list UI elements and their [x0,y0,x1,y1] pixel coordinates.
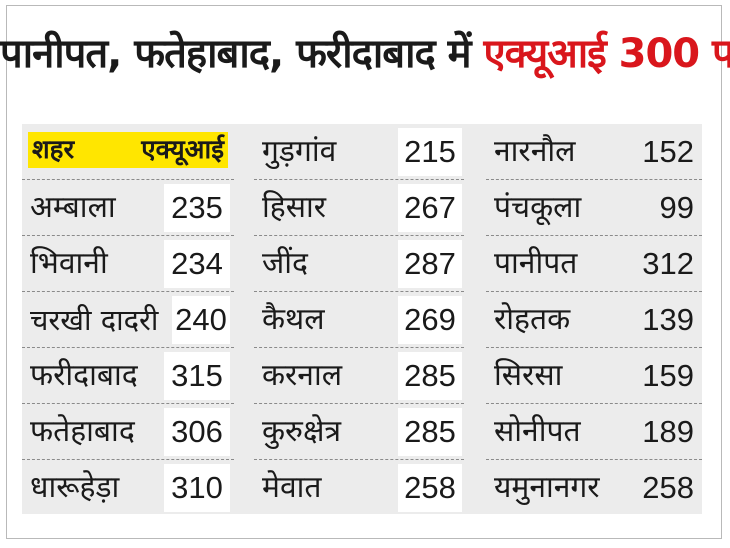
city-name: हिसार [262,190,327,225]
aqi-value: 152 [642,134,694,169]
table-row: मेवात 258 [254,460,464,516]
table-row: पंचकूला 99 [486,180,702,236]
city-name: अम्बाला [30,190,116,225]
headline-prefix: पानीपत, फतेहाबाद, फरीदाबाद में [0,31,472,77]
headline-highlight: एक्यूआई 300 पार [483,31,730,77]
city-name: फतेहाबाद [30,414,135,449]
aqi-value: 215 [398,128,462,176]
city-name: पंचकूला [494,190,582,225]
aqi-value: 240 [172,296,230,344]
aqi-value: 159 [642,358,694,393]
city-name: फरीदाबाद [30,358,138,393]
table-row: गुड़गांव 215 [254,124,464,180]
aqi-value: 258 [398,464,462,512]
table-row: कुरुक्षेत्र 285 [254,404,464,460]
header-city-label: शहर [32,135,75,165]
header-aqi-label: एक्यूआई [141,135,224,165]
table-row: सिरसा 159 [486,348,702,404]
aqi-value: 139 [642,302,694,337]
table-header-row: शहर एक्यूआई [22,124,234,180]
aqi-value: 310 [164,464,230,512]
table-row: फरीदाबाद 315 [22,348,234,404]
aqi-value: 99 [659,190,694,225]
table-column-3: नारनौल 152 पंचकूला 99 पानीपत 312 रोहतक 1… [486,124,702,516]
table-row: धारूहेड़ा 310 [22,460,234,516]
city-name: करनाल [262,358,343,393]
header-band: शहर एक्यूआई [28,132,228,168]
city-name: पानीपत [494,246,578,281]
table-row: फतेहाबाद 306 [22,404,234,460]
city-name: भिवानी [30,246,108,281]
headline: पानीपत, फतेहाबाद, फरीदाबाद में एक्यूआई 3… [0,30,730,78]
city-name: सिरसा [494,358,563,393]
aqi-value: 312 [642,246,694,281]
table-row: चरखी दादरी 240 [22,292,234,348]
table-row: सोनीपत 189 [486,404,702,460]
aqi-value: 287 [398,240,462,288]
aqi-value: 285 [398,352,462,400]
city-name: कुरुक्षेत्र [262,414,342,449]
table-row: हिसार 267 [254,180,464,236]
table-row: भिवानी 234 [22,236,234,292]
aqi-value: 234 [164,240,230,288]
city-name: धारूहेड़ा [30,470,120,505]
table-row: कैथल 269 [254,292,464,348]
aqi-value: 315 [164,352,230,400]
city-name: सोनीपत [494,414,581,449]
aqi-value: 285 [398,408,462,456]
table-row: पानीपत 312 [486,236,702,292]
aqi-table: शहर एक्यूआई अम्बाला 235 भिवानी 234 चरखी … [22,124,702,514]
city-name: रोहतक [494,302,571,337]
table-row: करनाल 285 [254,348,464,404]
aqi-value: 189 [642,414,694,449]
table-row: यमुनानगर 258 [486,460,702,516]
aqi-value: 306 [164,408,230,456]
aqi-value: 235 [164,184,230,232]
table-row: जींद 287 [254,236,464,292]
table-column-1: शहर एक्यूआई अम्बाला 235 भिवानी 234 चरखी … [22,124,234,516]
city-name: मेवात [262,470,322,505]
aqi-value: 267 [398,184,462,232]
table-row: अम्बाला 235 [22,180,234,236]
table-row: नारनौल 152 [486,124,702,180]
table-row: रोहतक 139 [486,292,702,348]
city-name: कैथल [262,302,325,337]
city-name: गुड़गांव [262,134,337,169]
aqi-value: 269 [398,296,462,344]
city-name: नारनौल [494,134,576,169]
city-name: जींद [262,246,308,281]
table-column-2: गुड़गांव 215 हिसार 267 जींद 287 कैथल 269… [254,124,464,516]
aqi-value: 258 [642,470,694,505]
city-name: यमुनानगर [494,470,600,505]
city-name: चरखी दादरी [30,303,159,337]
